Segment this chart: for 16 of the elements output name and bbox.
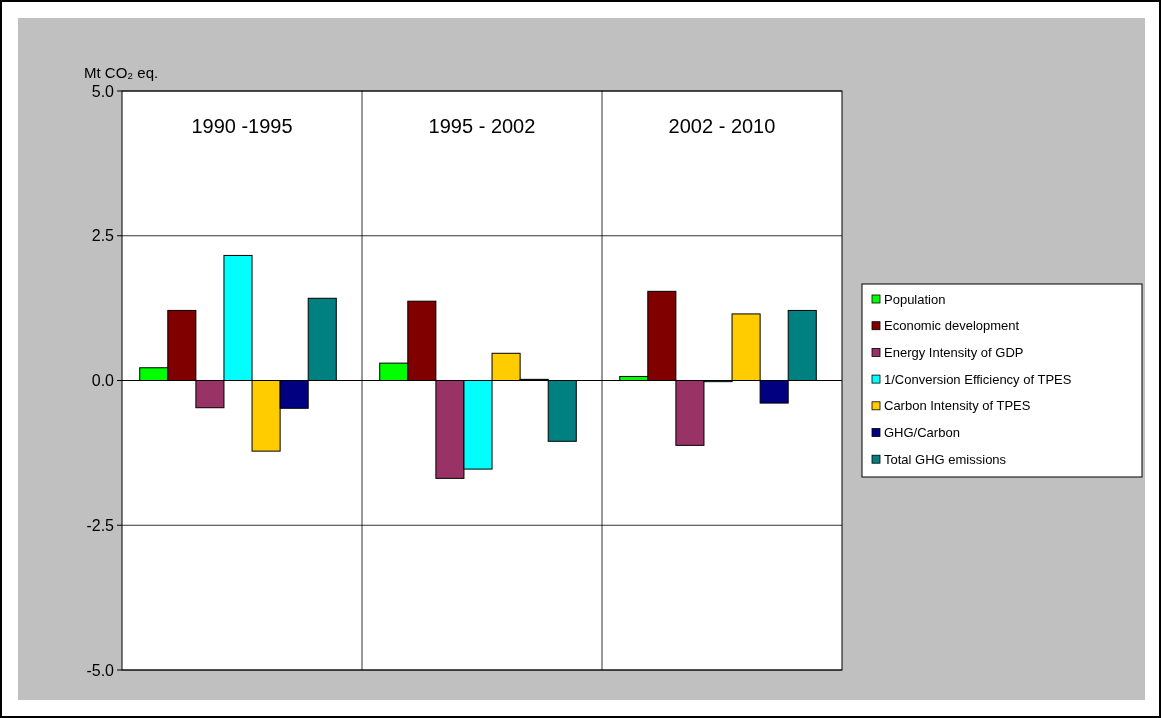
legend-label: Economic development xyxy=(884,318,1020,334)
legend-label: Energy Intensity of GDP xyxy=(884,344,1024,360)
y-tick-label: -2.5 xyxy=(86,516,115,534)
legend-label: GHG/Carbon xyxy=(884,425,960,441)
x-tick-label: 2002 - 2010 xyxy=(668,115,776,137)
x-tick-label: 1990 -1995 xyxy=(191,115,293,137)
legend-label: 1/Conversion Efficiency of TPES xyxy=(884,371,1072,387)
legend-label: Population xyxy=(884,291,946,307)
x-tick-label: 1995 - 2002 xyxy=(428,115,536,137)
y-tick-label: -5.0 xyxy=(86,661,115,679)
y-tick-label: 0.0 xyxy=(91,372,115,390)
y-tick-label: 5.0 xyxy=(91,82,115,100)
legend-label: Total GHG emissions xyxy=(884,451,1007,467)
y-axis-title: Mt CO₂ eq. xyxy=(84,64,159,81)
y-tick-label: 2.5 xyxy=(91,227,115,245)
legend-label: Carbon Intensity of TPES xyxy=(884,398,1031,414)
